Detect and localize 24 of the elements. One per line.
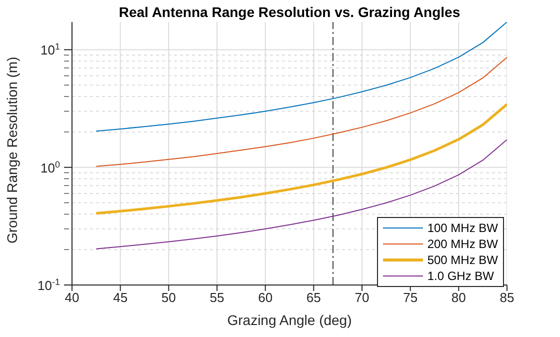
legend-label: 100 MHz BW bbox=[427, 221, 498, 235]
x-tick-label: 65 bbox=[306, 290, 321, 306]
y-tick-label: 10$^{1}$ bbox=[40, 42, 60, 58]
y-tick-label: 10$^{-1}$ bbox=[38, 277, 60, 293]
x-tick-label: 70 bbox=[354, 290, 370, 306]
x-axis-title: Grazing Angle (deg) bbox=[227, 312, 352, 328]
x-tick-label: 60 bbox=[258, 290, 273, 306]
x-tick-label: 40 bbox=[64, 290, 80, 306]
y-axis-title: Ground Range Resolution (m) bbox=[4, 56, 20, 244]
x-tick-label: 85 bbox=[500, 290, 514, 306]
legend-label: 1.0 GHz BW bbox=[427, 269, 494, 283]
line-series bbox=[96, 139, 507, 250]
line-series bbox=[96, 22, 507, 132]
y-tick-label: 10$^{0}$ bbox=[40, 159, 60, 176]
line-series bbox=[94, 102, 507, 215]
legend-label: 500 MHz BW bbox=[427, 253, 498, 267]
x-tick-label: 75 bbox=[403, 290, 418, 306]
x-tick-label: 45 bbox=[113, 290, 128, 306]
chart-title: Real Antenna Range Resolution vs. Grazing Angles bbox=[118, 4, 462, 20]
x-tick-label: 80 bbox=[451, 290, 466, 306]
legend-label: 200 MHz BW bbox=[427, 237, 498, 251]
x-tick-label: 55 bbox=[210, 290, 224, 306]
x-tick-label: 50 bbox=[161, 290, 176, 306]
line-series bbox=[96, 56, 507, 167]
